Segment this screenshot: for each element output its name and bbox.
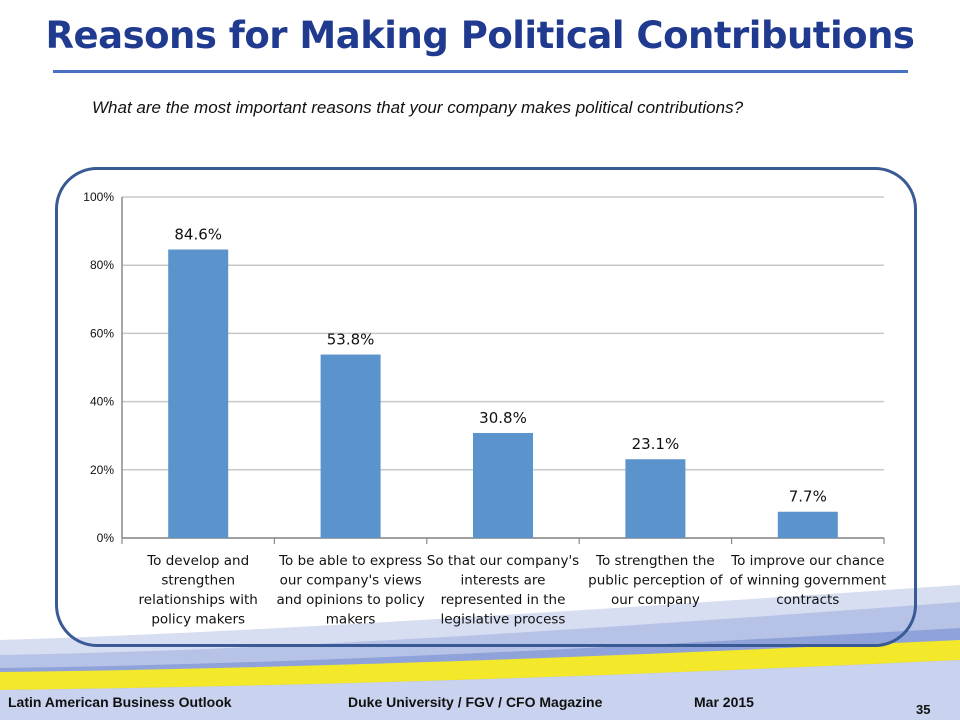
data-label: 84.6%: [174, 226, 222, 244]
y-tick-label: 60%: [90, 326, 114, 340]
data-label: 7.7%: [789, 488, 827, 506]
y-tick-label: 0%: [97, 531, 115, 545]
title-divider: [53, 70, 908, 73]
bar: [473, 432, 533, 538]
category-label: To be able to express our company's views…: [276, 553, 424, 628]
bar: [320, 354, 381, 538]
chart-frame: [55, 167, 917, 647]
y-tick-label: 100%: [83, 190, 114, 204]
data-label: 53.8%: [327, 331, 375, 349]
category-label: To strengthen the public perception of our…: [588, 553, 724, 608]
footer-date: Mar 2015: [694, 694, 754, 710]
category-label: To improve our chance of winning governme…: [729, 553, 886, 608]
y-tick-label: 80%: [90, 258, 114, 272]
slide-title: Reasons for Making Political Contributio…: [45, 14, 915, 57]
y-tick-label: 20%: [90, 463, 114, 477]
data-label: 23.1%: [632, 435, 680, 453]
bar: [168, 249, 229, 538]
category-label: To develop and strengthen relationships wi…: [139, 553, 258, 628]
bar: [625, 459, 686, 538]
category-label: So that our company's interests are repres…: [427, 553, 579, 628]
footer-source: Duke University / FGV / CFO Magazine: [348, 694, 603, 710]
survey-question: What are the most important reasons that…: [92, 98, 744, 117]
bar: [777, 511, 838, 538]
data-label: 30.8%: [479, 409, 527, 427]
footer-publication: Latin American Business Outlook: [8, 694, 232, 710]
footer-decorative-band: [0, 585, 960, 720]
page-number: 35: [916, 702, 931, 717]
y-tick-label: 40%: [90, 395, 114, 409]
